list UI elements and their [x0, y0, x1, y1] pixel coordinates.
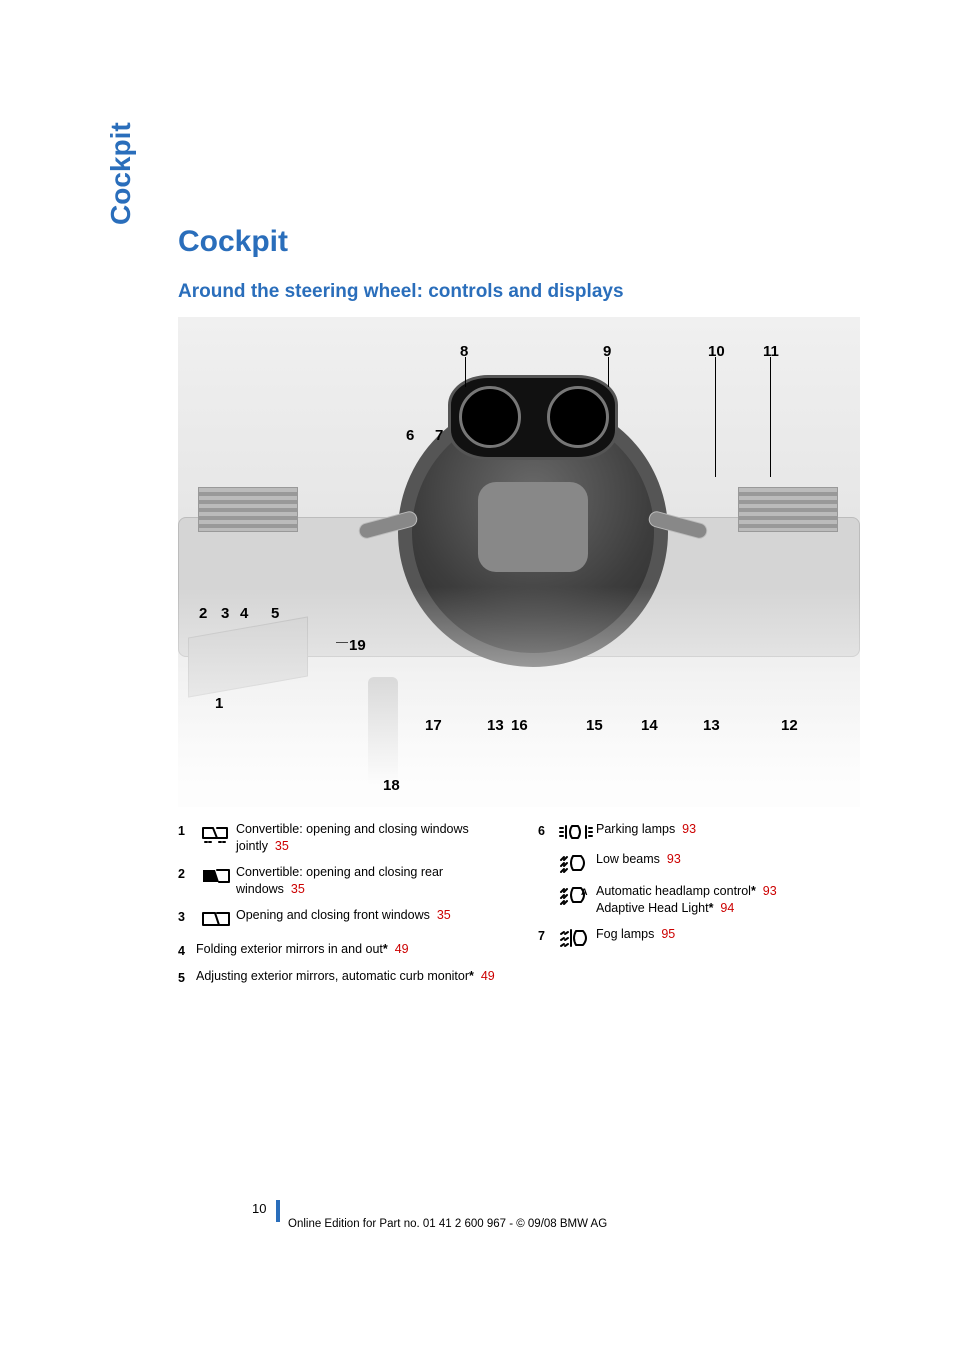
legend-number: 7	[538, 926, 556, 945]
legend-text: Fog lamps 95	[596, 926, 868, 943]
page-title: Cockpit	[178, 225, 868, 259]
legend-item: 4Folding exterior mirrors in and out* 49	[178, 941, 508, 960]
steering-hub-graphic	[478, 482, 588, 572]
parking-lamps-icon	[556, 821, 596, 842]
legend-number: 2	[178, 864, 196, 883]
legend-text: Parking lamps 93	[596, 821, 868, 838]
diagram-callout: 7	[435, 427, 443, 444]
diagram-callout: 10	[708, 343, 725, 360]
fog-lamps-icon	[556, 926, 596, 949]
diagram-callout: 6	[406, 427, 414, 444]
legend-text: Convertible: opening and closing rear wi…	[236, 864, 508, 898]
diagram-callout: 2	[199, 605, 207, 622]
diagram-callout: 13	[487, 717, 504, 734]
legend-right-column: 6 Parking lamps 93 Low beams 93 A Automatic …	[538, 821, 868, 996]
legend-text: Low beams 93	[596, 851, 868, 868]
diagram-callout: 5	[271, 605, 279, 622]
window-front-icon	[196, 907, 236, 932]
diagram-callout: 1	[215, 695, 223, 712]
legend-text: Convertible: opening and closing windows…	[236, 821, 508, 855]
legend-text: Opening and closing front windows 35	[236, 907, 508, 924]
legend-item: 3 Opening and closing front windows 35	[178, 907, 508, 932]
diagram-callout: 15	[586, 717, 603, 734]
diagram-callout: 16	[511, 717, 528, 734]
legend-text: Folding exterior mirrors in and out* 49	[196, 941, 508, 958]
diagram-callout: 3	[221, 605, 229, 622]
legend-number: 3	[178, 907, 196, 926]
main-content: Cockpit Around the steering wheel: contr…	[178, 225, 868, 996]
window-all-icon	[196, 821, 236, 848]
diagram-callout: 17	[425, 717, 442, 734]
legend: 1 Convertible: opening and closing window…	[178, 821, 868, 996]
legend-item: 2 Convertible: opening and closing rear w…	[178, 864, 508, 898]
legend-number: 1	[178, 821, 196, 840]
diagram-callout: 9	[603, 343, 611, 360]
side-tab-label: Cockpit	[105, 122, 137, 225]
legend-item: A Automatic headlamp control* 93Adaptive …	[538, 883, 868, 917]
diagram-callout: 8	[460, 343, 468, 360]
footer-text: Online Edition for Part no. 01 41 2 600 …	[288, 1218, 607, 1230]
diagram-callout: 12	[781, 717, 798, 734]
legend-number: 6	[538, 821, 556, 840]
diagram-callout: 11	[763, 343, 779, 360]
legend-item: 6 Parking lamps 93	[538, 821, 868, 842]
low-beams-icon	[556, 851, 596, 874]
legend-number	[538, 883, 556, 885]
legend-number	[538, 851, 556, 853]
legend-number: 4	[178, 941, 196, 960]
legend-item: 7 Fog lamps 95	[538, 926, 868, 949]
legend-left-column: 1 Convertible: opening and closing window…	[178, 821, 508, 996]
instrument-cluster-graphic	[448, 375, 618, 460]
section-heading: Around the steering wheel: controls and …	[178, 281, 868, 303]
footer-accent	[276, 1200, 280, 1222]
diagram-callout: 13	[703, 717, 720, 734]
diagram-callout: 19	[349, 637, 366, 654]
diagram-callout: 4	[240, 605, 248, 622]
diagram-callout: 18	[383, 777, 400, 794]
svg-text:A: A	[581, 887, 588, 897]
legend-item: 5Adjusting exterior mirrors, automatic c…	[178, 968, 508, 987]
page-number: 10	[252, 1201, 266, 1216]
legend-text: Automatic headlamp control* 93Adaptive H…	[596, 883, 868, 917]
diagram-callout: 14	[641, 717, 658, 734]
cockpit-diagram: 8 9 10 11 6 7 234 5 19 1 17 13 16 15 14 13 12 18	[178, 317, 860, 807]
legend-item: Low beams 93	[538, 851, 868, 874]
legend-number: 5	[178, 968, 196, 987]
legend-item: 1 Convertible: opening and closing window…	[178, 821, 508, 855]
auto-headlamp-icon: A	[556, 883, 596, 908]
window-rear-icon	[196, 864, 236, 889]
legend-text: Adjusting exterior mirrors, automatic cu…	[196, 968, 508, 985]
